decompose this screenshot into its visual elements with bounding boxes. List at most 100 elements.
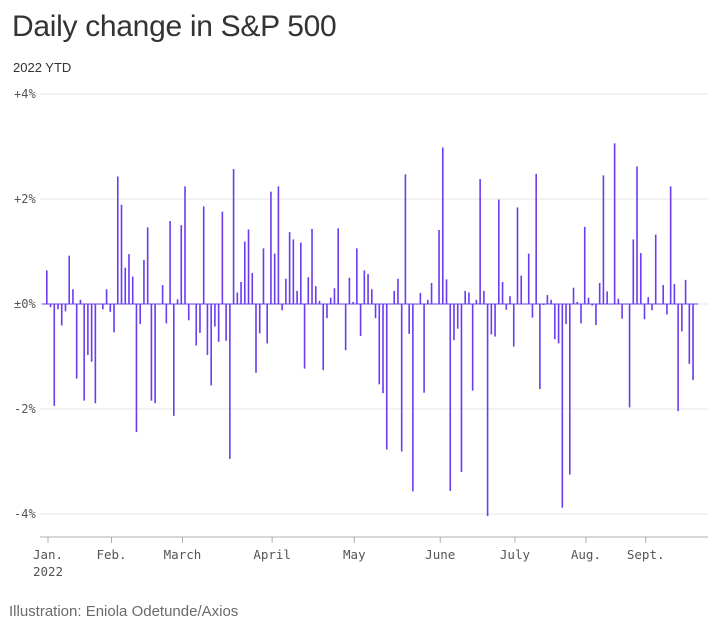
bar: [90, 304, 93, 362]
bar: [60, 304, 63, 326]
bar: [486, 304, 489, 517]
bar: [404, 174, 407, 304]
bar: [441, 147, 444, 304]
bar: [542, 304, 545, 306]
bar: [326, 304, 328, 319]
bar: [195, 304, 198, 346]
x-tick-label: Jan.: [33, 547, 63, 562]
bar: [639, 253, 642, 304]
bar: [393, 290, 396, 305]
bar: [647, 297, 650, 304]
bar: [176, 299, 179, 304]
bar: [161, 285, 164, 304]
bar: [554, 304, 556, 340]
x-tick-label: Sept.: [627, 547, 665, 562]
bar: [550, 299, 552, 304]
bar: [412, 304, 414, 492]
bar: [583, 226, 586, 304]
bar: [643, 304, 646, 320]
y-tick-label: -4%: [14, 507, 36, 521]
bar: [666, 304, 668, 315]
bar: [273, 253, 276, 304]
bar: [154, 304, 156, 404]
bar: [300, 242, 302, 304]
chart-subtitle: 2022 YTD: [13, 60, 72, 75]
x-tick-label: Aug.: [571, 547, 601, 562]
x-tick-label: July: [500, 547, 531, 562]
bar: [202, 206, 205, 304]
bar: [165, 304, 168, 324]
bar: [49, 304, 52, 308]
bar: [214, 304, 216, 327]
bar: [210, 304, 212, 386]
bar: [684, 279, 687, 304]
bar: [602, 175, 605, 305]
bar: [255, 304, 257, 373]
bar: [568, 304, 571, 475]
bar: [221, 211, 224, 304]
bar: [669, 186, 672, 304]
bar: [374, 304, 377, 319]
bar: [68, 255, 71, 304]
y-axis-labels: +4% +2% ±0% -2% -4%: [14, 87, 36, 521]
bar: [139, 304, 141, 324]
x-tick-sublabel: 2022: [33, 564, 63, 579]
bar: [348, 277, 351, 304]
bar: [587, 297, 590, 304]
bar: [135, 304, 138, 433]
bar: [337, 228, 339, 304]
bar: [277, 186, 280, 304]
bar: [262, 248, 265, 304]
bar: [636, 166, 638, 304]
bar: [285, 278, 287, 304]
bar: [329, 297, 332, 304]
bar: [494, 304, 496, 337]
gridlines: [40, 93, 708, 515]
bar: [64, 304, 67, 312]
bar: [546, 295, 549, 304]
bar: [505, 304, 508, 310]
bar: [591, 304, 593, 306]
bar: [87, 304, 89, 355]
bar: [314, 286, 317, 304]
bar: [94, 304, 97, 404]
bar: [311, 228, 313, 304]
bar: [527, 253, 530, 304]
bar: [296, 290, 298, 305]
bar: [120, 204, 123, 304]
bar: [654, 234, 657, 304]
bar: [288, 232, 291, 304]
bar: [258, 304, 261, 334]
bar: [307, 277, 310, 304]
bar: [400, 304, 403, 452]
y-tick-label: +2%: [14, 192, 36, 206]
bar: [580, 304, 582, 324]
bar: [105, 289, 108, 304]
bar: [531, 304, 534, 318]
bar: [539, 304, 541, 390]
bar: [206, 304, 209, 355]
bar: [490, 304, 493, 335]
bar: [385, 304, 388, 450]
bar: [419, 292, 422, 304]
bar: [449, 304, 452, 491]
bar: [113, 304, 115, 333]
y-tick-label: +4%: [14, 87, 36, 101]
bar: [46, 270, 48, 304]
bar: [512, 304, 515, 347]
bar: [109, 304, 112, 312]
bar: [378, 304, 381, 385]
bar: [397, 278, 399, 304]
bar: [423, 304, 425, 393]
bar: [57, 304, 59, 310]
bar: [102, 304, 104, 310]
bar: [146, 227, 149, 304]
bar: [292, 239, 295, 304]
bar: [479, 179, 481, 304]
bar: [131, 276, 134, 304]
bar: [352, 301, 354, 304]
bar: [359, 304, 362, 337]
bar: [598, 283, 601, 304]
bar: [303, 304, 306, 369]
x-tick-label: April: [253, 547, 291, 562]
